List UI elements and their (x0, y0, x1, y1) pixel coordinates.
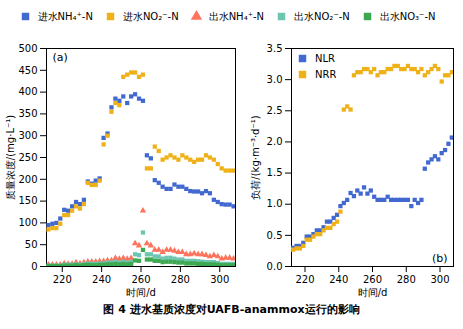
svg-text:150: 150 (18, 195, 37, 206)
svg-text:280: 280 (397, 274, 416, 285)
svg-text:240: 240 (92, 274, 111, 285)
html-text:出水NO₃⁻-N: 出水NO₃⁻-N (379, 10, 436, 22)
svg-text:(b): (b) (432, 252, 448, 265)
svg-text:2.0: 2.0 (267, 136, 283, 147)
svg-text:250: 250 (18, 152, 37, 163)
svg-text:500: 500 (18, 43, 37, 54)
html-text:NLR: NLR (315, 53, 335, 64)
svg-text:220: 220 (53, 274, 72, 285)
svg-text:100: 100 (18, 217, 37, 228)
svg-text:质量浓度/(mg·L⁻¹): 质量浓度/(mg·L⁻¹) (5, 115, 16, 200)
svg-text:0: 0 (31, 261, 37, 272)
svg-text:260: 260 (131, 274, 150, 285)
svg-text:1.5: 1.5 (267, 167, 283, 178)
svg-text:400: 400 (18, 86, 37, 97)
svg-text:280: 280 (171, 274, 190, 285)
svg-text:300: 300 (210, 274, 229, 285)
svg-text:3.0: 3.0 (267, 74, 283, 85)
svg-text:2.5: 2.5 (267, 105, 283, 116)
svg-text:50: 50 (25, 239, 38, 250)
svg-text:300: 300 (430, 274, 449, 285)
svg-text:3.5: 3.5 (267, 43, 283, 54)
html-text:出水NO₂⁻-N: 出水NO₂⁻-N (294, 10, 350, 22)
svg-text:时间/d: 时间/d (126, 287, 156, 298)
html-text:进水NH₄⁺-N: 进水NH₄⁺-N (37, 10, 93, 22)
svg-text:0.0: 0.0 (267, 261, 283, 272)
svg-text:200: 200 (18, 174, 37, 185)
svg-text:260: 260 (363, 274, 382, 285)
html-text:NRR: NRR (315, 69, 337, 80)
svg-text:240: 240 (329, 274, 348, 285)
svg-text:350: 350 (18, 108, 37, 119)
html-text:进水NO₂⁻-N: 进水NO₂⁻-N (122, 10, 179, 22)
svg-text:0.5: 0.5 (267, 230, 283, 241)
svg-text:负荷/(kg·m⁻³·d⁻¹): 负荷/(kg·m⁻³·d⁻¹) (250, 115, 261, 199)
html-text:图 4 进水基质浓度对UAFB-anammox运行的影响: 图 4 进水基质浓度对UAFB-anammox运行的影响 (103, 303, 360, 316)
svg-text:1.0: 1.0 (267, 198, 283, 209)
svg-text:300: 300 (18, 130, 37, 141)
svg-text:(a): (a) (53, 51, 68, 64)
svg-text:时间/d: 时间/d (358, 287, 388, 298)
html-text:出水NH₄⁺-N: 出水NH₄⁺-N (208, 10, 264, 22)
svg-text:220: 220 (295, 274, 314, 285)
svg-text:450: 450 (18, 65, 37, 76)
